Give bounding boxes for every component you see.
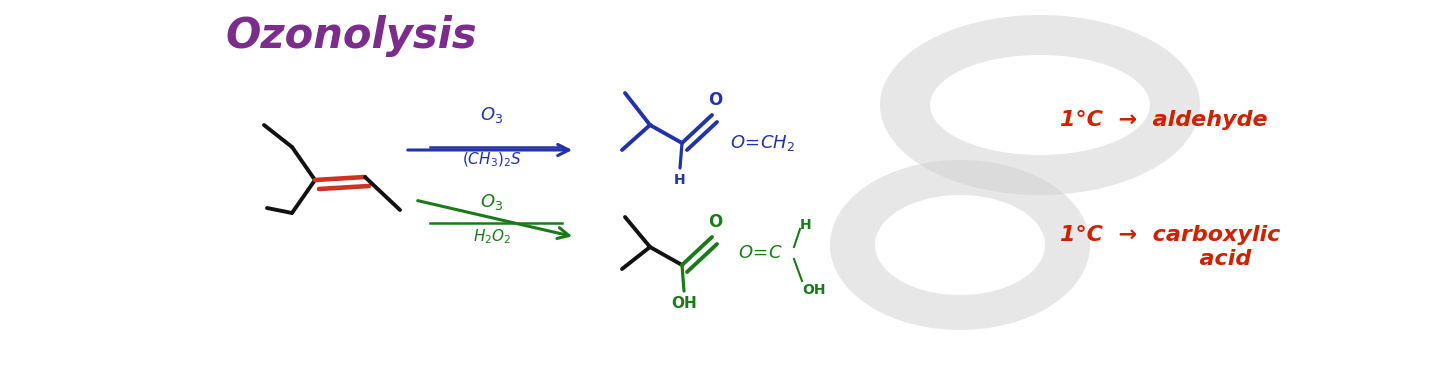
Text: H: H	[674, 173, 685, 187]
Text: $O_3$: $O_3$	[481, 192, 504, 212]
Text: O: O	[708, 91, 721, 109]
Text: $H_2O_2$: $H_2O_2$	[472, 227, 511, 246]
Text: OH: OH	[802, 283, 825, 297]
Text: H: H	[801, 218, 812, 232]
Text: $O\!=\!C$: $O\!=\!C$	[737, 244, 783, 262]
Text: $(CH_3)_2S$: $(CH_3)_2S$	[462, 151, 521, 169]
Text: OH: OH	[671, 296, 697, 311]
Polygon shape	[829, 160, 1090, 330]
Text: 1°C  →  aldehyde: 1°C → aldehyde	[1060, 110, 1267, 130]
Text: $O_3$: $O_3$	[481, 105, 504, 125]
Polygon shape	[876, 195, 1045, 295]
Polygon shape	[930, 55, 1151, 155]
Text: 1°C  →  carboxylic
                  acid: 1°C → carboxylic acid	[1060, 225, 1280, 269]
Polygon shape	[880, 15, 1200, 195]
Text: $O\!=\!CH_2$: $O\!=\!CH_2$	[730, 133, 795, 153]
Text: Ozonolysis: Ozonolysis	[225, 15, 477, 57]
Text: O: O	[708, 213, 721, 231]
